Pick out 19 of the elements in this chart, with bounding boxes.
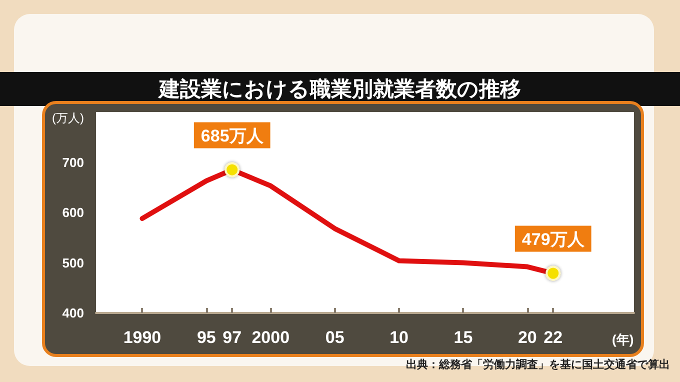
y-tick-label: 600 [62, 205, 84, 220]
x-tick-label: 97 [222, 328, 242, 347]
x-axis-title: (年) [612, 332, 634, 347]
annotation: 479万人 [522, 230, 586, 249]
x-tick-label: 95 [196, 328, 216, 347]
chart-title: 建設業における職業別就業者数の推移 [0, 72, 680, 106]
x-tick-label: 20 [518, 328, 537, 347]
y-axis-title: (万人) [52, 111, 84, 125]
y-tick-label: 700 [62, 154, 84, 170]
x-tick-label: 15 [454, 328, 473, 347]
x-tick-label: 2000 [252, 328, 290, 347]
x-tick-label: 22 [544, 328, 563, 347]
y-tick-label: 400 [62, 306, 84, 320]
x-tick-label: 05 [325, 328, 344, 347]
source-note: 出典：総務省「労働力調査」を基に国土交通省で算出 [406, 357, 670, 372]
x-tick-label: 1990 [123, 328, 162, 347]
annotation: 685万人 [200, 126, 264, 146]
x-tick-label: 10 [390, 328, 408, 347]
y-tick-label: 500 [62, 255, 84, 270]
